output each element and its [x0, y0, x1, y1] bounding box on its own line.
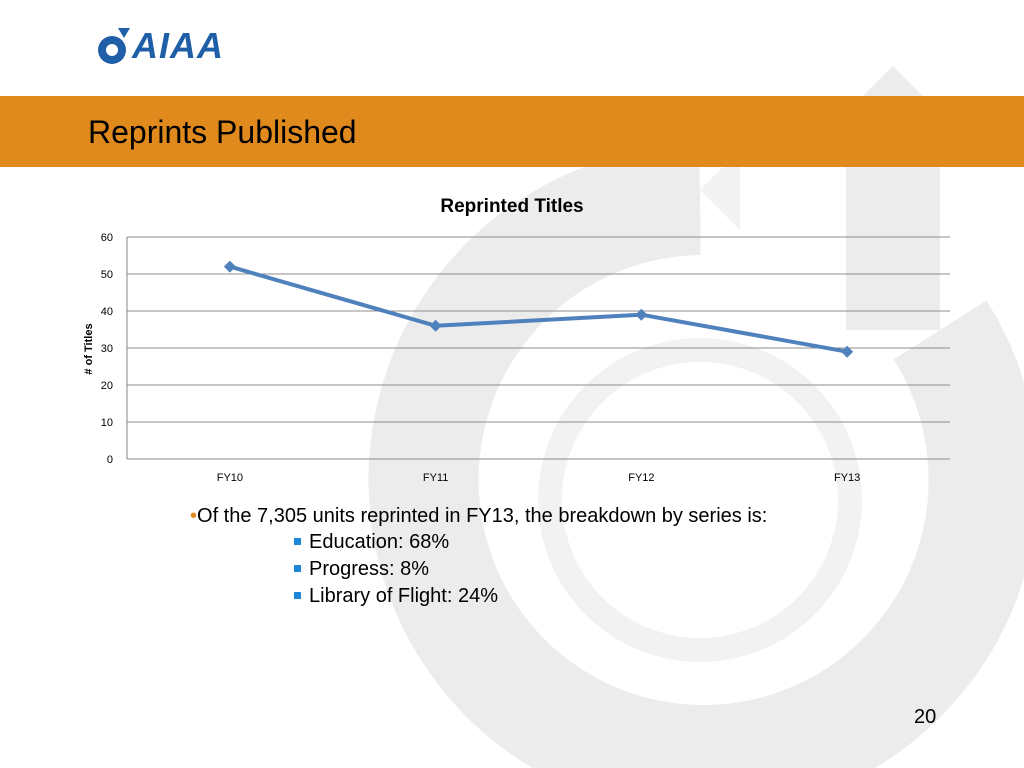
bullet-sub-education: Education: 68%: [294, 529, 871, 556]
y-tick-label: 0: [107, 454, 113, 466]
data-point-marker: [635, 308, 648, 321]
bullet-sub-text: Progress: 8%: [309, 558, 430, 580]
bullet-list: •Of the 7,305 units reprinted in FY13, t…: [190, 503, 767, 610]
line-chart: Reprinted Titles # of Titles 0 10 20 30 40 50…: [83, 196, 950, 484]
x-tick-label: FY13: [834, 472, 860, 484]
x-tick-label: FY12: [628, 472, 654, 484]
bullet-main-text: Of the 7,305 units reprinted in FY13, th…: [197, 505, 768, 527]
chart-title: Reprinted Titles: [440, 196, 583, 217]
bullet-main: •Of the 7,305 units reprinted in FY13, t…: [190, 503, 767, 529]
logo-text: AIAA: [132, 25, 224, 66]
title-banner: [0, 96, 1024, 167]
data-point-marker: [841, 345, 854, 358]
aiaa-logo: [98, 28, 130, 64]
square-bullet-icon: [294, 538, 301, 545]
square-bullet-icon: [294, 592, 301, 599]
data-point-marker: [223, 260, 236, 273]
y-tick-label: 60: [101, 232, 113, 244]
y-tick-label: 30: [101, 343, 113, 355]
slide-title: Reprints Published: [88, 114, 357, 150]
y-tick-label: 20: [101, 380, 113, 392]
y-tick-label: 40: [101, 306, 113, 318]
bullet-dot: •: [190, 505, 198, 527]
bullet-sub-text: Library of Flight: 24%: [309, 585, 498, 607]
page-number: 20: [914, 706, 937, 728]
y-axis-label: # of Titles: [83, 323, 95, 374]
x-tick-label: FY10: [217, 472, 243, 484]
bullet-sub-progress: Progress: 8%: [294, 556, 871, 583]
series-line: [229, 264, 848, 354]
y-tick-label: 10: [101, 417, 113, 429]
bullet-sub-library: Library of Flight: 24%: [294, 583, 871, 610]
y-tick-label: 50: [101, 269, 113, 281]
data-point-marker: [429, 319, 442, 332]
square-bullet-icon: [294, 565, 301, 572]
x-tick-label: FY11: [423, 472, 448, 484]
bullet-sub-text: Education: 68%: [309, 531, 450, 553]
